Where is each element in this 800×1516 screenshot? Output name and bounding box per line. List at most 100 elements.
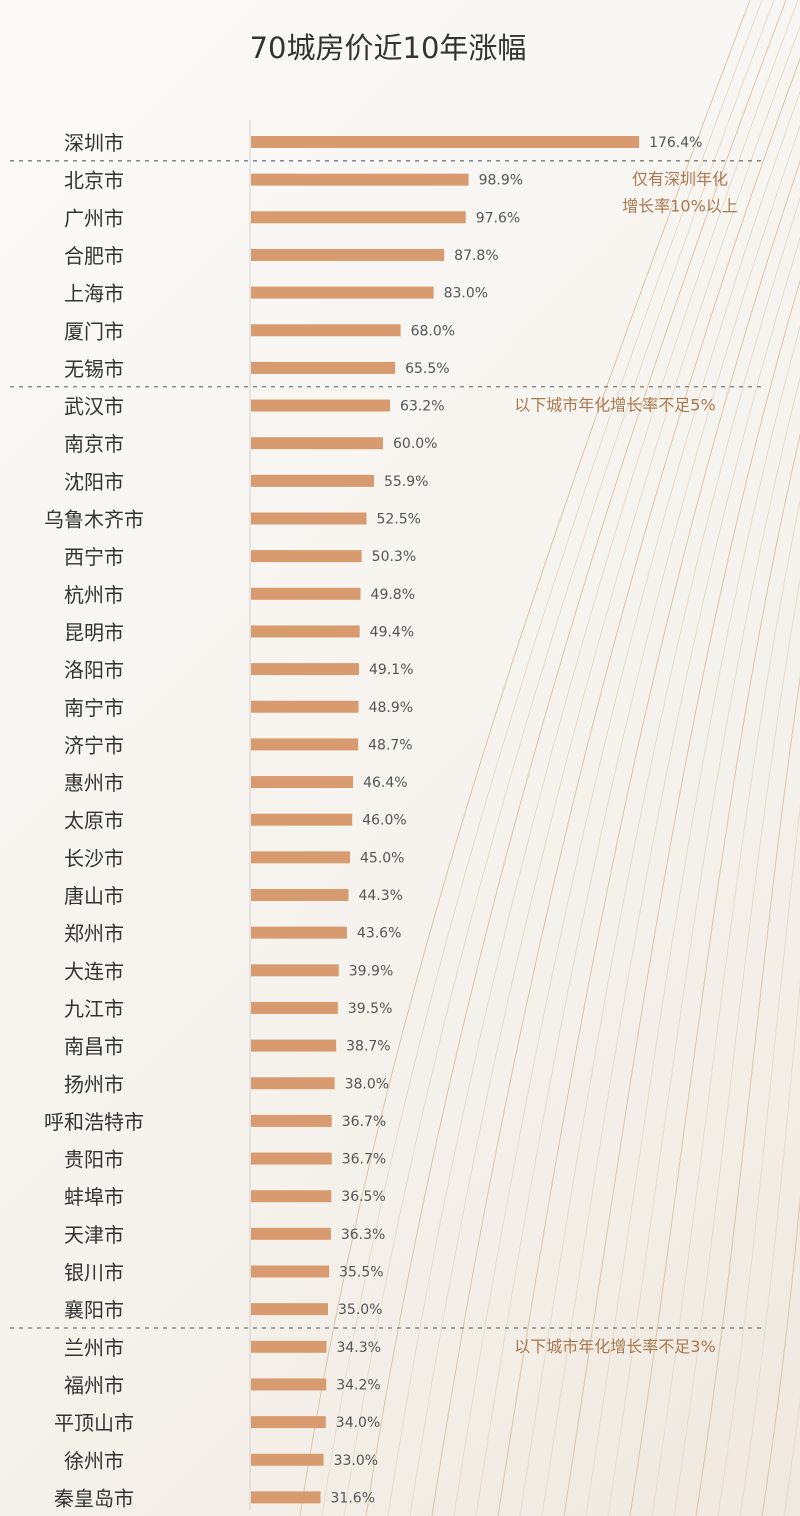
bar	[251, 361, 396, 374]
bar	[251, 738, 359, 751]
bar-value-label: 35.0%	[338, 1302, 382, 1318]
decor-curve-line	[453, 90, 800, 1516]
bar	[251, 173, 469, 186]
bar	[251, 851, 350, 864]
decor-curve-line	[651, 498, 800, 1516]
bar	[251, 474, 374, 487]
category-label: 大连市	[64, 959, 124, 983]
bar-value-label: 87.8%	[454, 248, 498, 264]
category-label: 惠州市	[64, 771, 124, 795]
bar	[251, 813, 353, 826]
category-label: 长沙市	[64, 846, 124, 870]
category-label: 唐山市	[64, 884, 124, 908]
category-label: 乌鲁木齐市	[44, 508, 144, 532]
bar	[251, 324, 401, 337]
bar-value-label: 48.9%	[369, 700, 413, 716]
decor-curve-line	[387, 0, 799, 1516]
bar	[251, 1265, 330, 1278]
decor-curve-line	[541, 236, 800, 1516]
category-label: 天津市	[64, 1223, 124, 1247]
category-label: 合肥市	[64, 244, 124, 268]
bar-value-label: 49.4%	[370, 624, 414, 640]
decor-curve-line	[475, 124, 800, 1516]
bar-value-label: 43.6%	[357, 926, 401, 942]
decor-curve-line	[431, 57, 800, 1516]
bar-value-label: 44.3%	[358, 888, 402, 904]
category-label: 太原市	[64, 809, 124, 833]
bars-group: 深圳市 176.4% 北京市 98.9% 广州市 97.6% 合肥市 87.8% 上海市 83.0…	[44, 131, 702, 1510]
decor-curve-line	[739, 979, 800, 1516]
category-label: 徐州市	[64, 1449, 124, 1473]
bar	[251, 1152, 332, 1165]
bar-value-label: 176.4%	[649, 135, 702, 151]
bar-value-label: 38.7%	[346, 1039, 390, 1055]
category-label: 武汉市	[64, 395, 124, 419]
bar	[251, 512, 367, 525]
bar-value-label: 33.0%	[334, 1453, 378, 1469]
bar-value-label: 38.0%	[345, 1076, 389, 1092]
bar-value-label: 35.5%	[339, 1265, 383, 1281]
bar	[251, 136, 640, 148]
bar	[251, 700, 359, 713]
decor-curve-line	[585, 325, 800, 1516]
decor-curve-line	[343, 0, 775, 1516]
category-label: 西宁市	[64, 545, 124, 569]
bar	[251, 1227, 331, 1240]
decor-curve-line	[321, 0, 763, 1516]
category-label: 杭州市	[64, 583, 124, 607]
bar-value-label: 45.0%	[360, 850, 404, 866]
bar-value-label: 39.5%	[348, 1001, 392, 1017]
bar	[251, 926, 347, 939]
decor-curve-line	[629, 433, 800, 1516]
category-label: 厦门市	[64, 319, 124, 343]
decor-curve-line	[673, 577, 800, 1516]
decor-curve-line	[299, 0, 751, 1516]
bar	[251, 437, 383, 450]
bar-value-label: 48.7%	[368, 737, 412, 753]
decor-curve-line	[783, 1396, 800, 1516]
decor-curve-line	[761, 1196, 800, 1516]
bar-value-label: 50.3%	[372, 549, 416, 565]
category-label: 无锡市	[64, 357, 124, 381]
category-label: 兰州市	[64, 1336, 124, 1360]
bar-value-label: 36.7%	[342, 1152, 386, 1168]
decor-curve-line	[695, 675, 800, 1516]
bar	[251, 1491, 321, 1504]
bar-value-label: 55.9%	[384, 474, 428, 490]
bar-value-label: 60.0%	[393, 436, 437, 452]
bar	[251, 1340, 327, 1353]
decor-curve-line	[409, 25, 800, 1516]
decorative-curve-lines	[299, 0, 800, 1516]
bar	[251, 663, 360, 676]
bar	[251, 1303, 328, 1316]
bar-value-label: 34.3%	[336, 1340, 380, 1356]
category-label: 南京市	[64, 432, 124, 456]
category-label: 郑州市	[64, 922, 124, 946]
bar-value-label: 63.2%	[400, 399, 444, 415]
category-label: 蚌埠市	[64, 1185, 124, 1209]
category-label: 济宁市	[64, 733, 124, 757]
bar-value-label: 49.1%	[369, 662, 413, 678]
bar	[251, 550, 362, 563]
bar-value-label: 39.9%	[349, 963, 393, 979]
bar-value-label: 65.5%	[405, 361, 449, 377]
decor-curve-line	[563, 279, 800, 1516]
category-label: 深圳市	[64, 131, 124, 155]
bar	[251, 211, 466, 224]
bar	[251, 1453, 324, 1466]
chart-title: 70城房价近10年涨幅	[250, 31, 527, 65]
bar-value-label: 34.2%	[336, 1377, 380, 1393]
bar-value-label: 46.0%	[362, 813, 406, 829]
category-label: 南昌市	[64, 1035, 124, 1059]
category-label: 广州市	[64, 206, 124, 230]
bar-value-label: 98.9%	[479, 173, 523, 189]
bar	[251, 1039, 337, 1052]
bar-value-label: 46.4%	[363, 775, 407, 791]
annotation-text: 仅有深圳年化	[632, 170, 728, 189]
annotation-text: 以下城市年化增长率不足5%	[514, 396, 715, 415]
bar	[251, 625, 360, 638]
decor-curve-line	[519, 197, 800, 1516]
category-label: 平顶山市	[54, 1411, 134, 1435]
